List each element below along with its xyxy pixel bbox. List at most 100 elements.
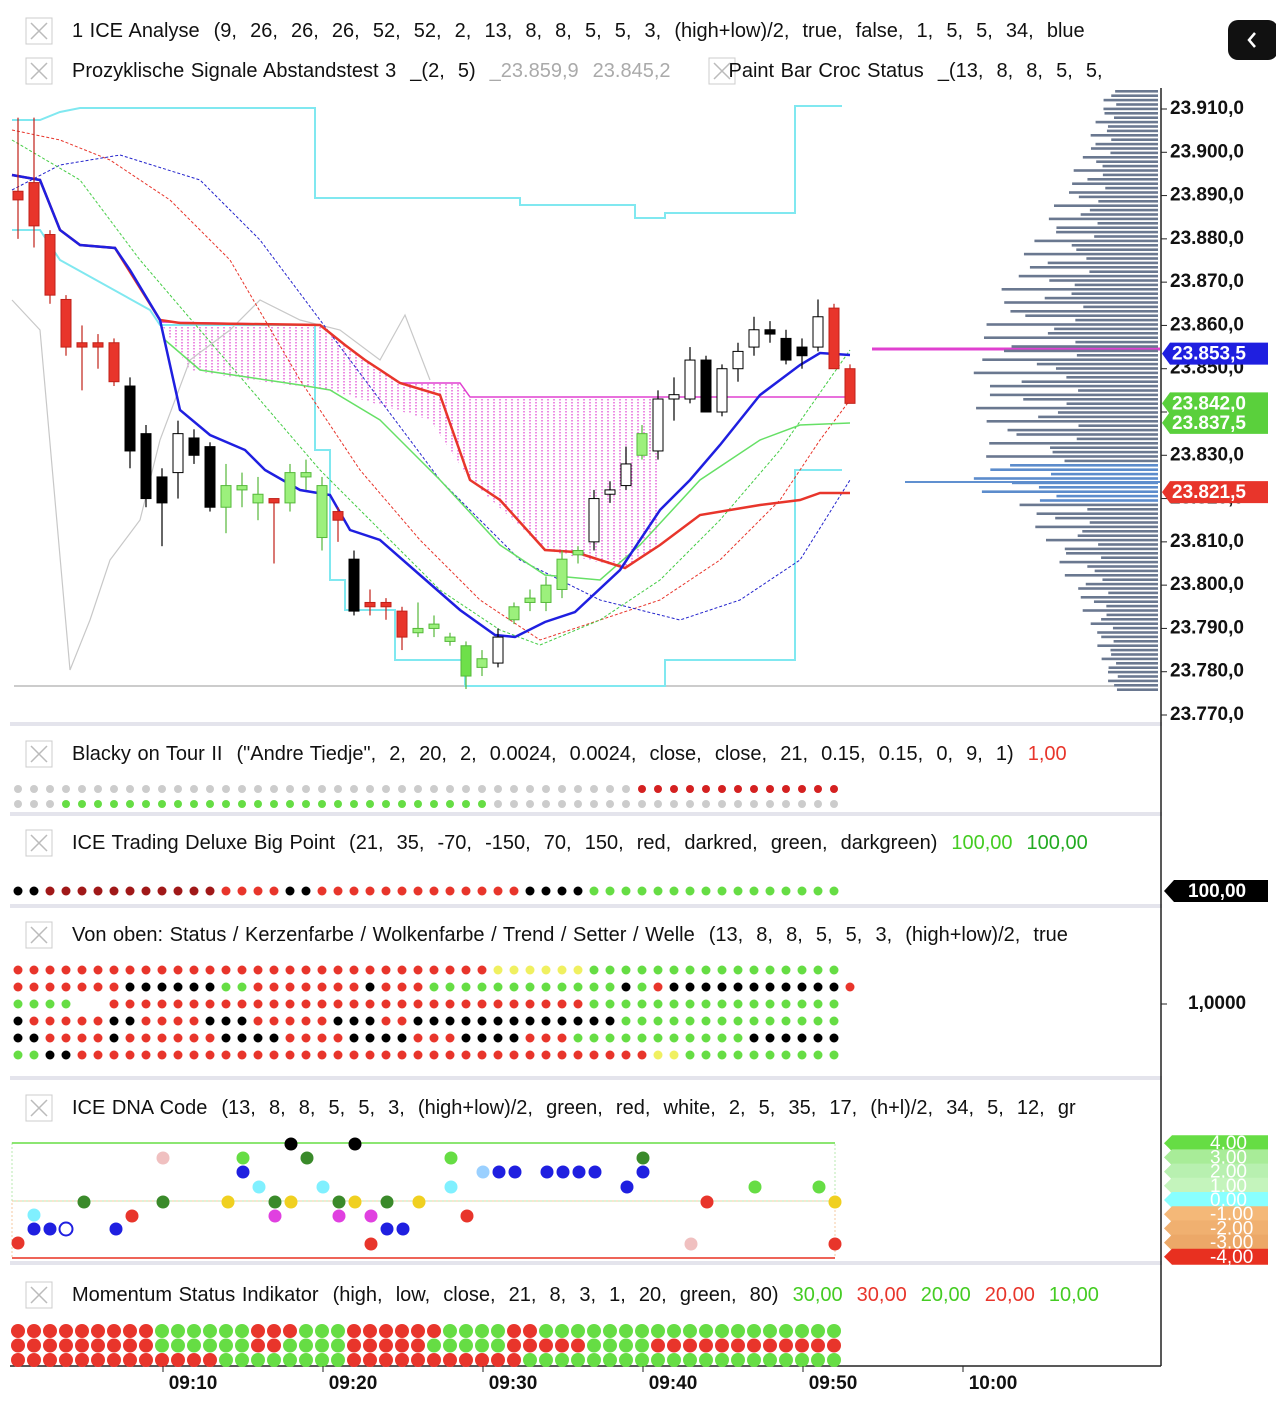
profile-bar (1047, 261, 1158, 265)
status-dot (717, 1050, 727, 1060)
dna-dot (348, 1137, 362, 1151)
profile-bar (1050, 446, 1158, 449)
status-dot (429, 1050, 439, 1060)
status-dot (110, 800, 118, 808)
status-dot (365, 1050, 375, 1060)
chevron-icon[interactable] (1247, 32, 1256, 48)
legend-line: 1 ICE Analyse (9, 26, 26, 26, 52, 52, 2, … (72, 18, 1160, 44)
profile-bar (1095, 120, 1158, 124)
status-dot (187, 1353, 201, 1367)
icon-cross[interactable] (713, 62, 731, 80)
status-dot (349, 965, 359, 975)
status-dot (189, 1033, 199, 1043)
close-icon[interactable] (25, 17, 53, 45)
status-dot (93, 886, 103, 896)
profile-bar (989, 393, 1158, 397)
candle-body (492, 636, 504, 664)
status-dot (61, 1050, 71, 1060)
status-dot (701, 982, 711, 992)
close-icon[interactable] (25, 1281, 53, 1309)
status-dot (750, 785, 758, 793)
status-dot (91, 1324, 105, 1338)
status-dot (123, 1353, 137, 1367)
status-dot (525, 999, 535, 1009)
profile-bar (1019, 503, 1158, 507)
status-dot (478, 800, 486, 808)
dna-dot (476, 1165, 490, 1179)
status-dot (27, 1338, 41, 1353)
status-dot (797, 1033, 807, 1043)
status-dot (11, 1353, 25, 1367)
profile-bar (1076, 354, 1158, 357)
status-dot (557, 1050, 567, 1060)
status-dot (685, 1016, 695, 1026)
profile-bar (1054, 327, 1158, 331)
status-dot (557, 999, 567, 1009)
status-dot (734, 800, 742, 808)
status-dot (638, 785, 646, 793)
close-icon[interactable] (25, 921, 53, 949)
y-tick-label: 23.870,0 (1170, 271, 1244, 292)
profile-bar (981, 490, 1158, 493)
icon-cross[interactable] (30, 62, 48, 80)
status-dot (653, 999, 663, 1009)
profile-bar (1098, 200, 1158, 203)
status-dot (141, 999, 151, 1009)
status-dot (573, 1033, 583, 1043)
icon-box[interactable] (708, 57, 736, 85)
close-icon[interactable] (25, 740, 53, 768)
status-dot (621, 886, 631, 896)
status-dot (509, 965, 519, 975)
status-dot (685, 1033, 695, 1043)
profile-bar (1103, 98, 1158, 102)
status-dot (557, 965, 567, 975)
status-dot (475, 1324, 489, 1338)
status-dot (749, 1050, 759, 1060)
close-icon[interactable] (25, 829, 53, 857)
profile-bar (1052, 450, 1158, 454)
collapse-button[interactable] (1228, 20, 1276, 60)
close-icon[interactable] (25, 1094, 53, 1122)
status-dot (59, 1353, 73, 1367)
close-icon[interactable] (708, 57, 736, 85)
candle-body (156, 476, 168, 504)
status-dot (301, 982, 311, 992)
profile-bar (1087, 508, 1158, 511)
candle-body (140, 433, 152, 500)
status-dot (299, 1353, 313, 1367)
status-dot (382, 785, 390, 793)
status-dot (845, 982, 855, 992)
status-dot (155, 1338, 169, 1353)
status-dot (157, 999, 167, 1009)
status-dot (733, 982, 743, 992)
status-dot (427, 1353, 441, 1367)
candle-body (396, 610, 408, 638)
status-dot (590, 800, 598, 808)
pane-value: 20,00 (920, 1284, 971, 1306)
button-bg[interactable] (1228, 20, 1276, 60)
status-dot (445, 982, 455, 992)
icon-cross[interactable] (30, 22, 48, 40)
icon-cross[interactable] (30, 1286, 48, 1304)
x-tick-label: 09:30 (489, 1373, 538, 1394)
icon-cross[interactable] (30, 926, 48, 944)
axis-tag-label: 4,00 (1210, 1133, 1247, 1154)
icon-cross[interactable] (30, 834, 48, 852)
status-dot (605, 982, 615, 992)
dna-dot (636, 1165, 650, 1179)
status-dot (462, 800, 470, 808)
status-dot (93, 1016, 103, 1026)
status-dot (397, 982, 407, 992)
status-dot (491, 1338, 505, 1353)
icon-cross[interactable] (30, 1099, 48, 1117)
status-dot (733, 965, 743, 975)
status-dot (603, 1353, 617, 1367)
status-dot (205, 982, 215, 992)
status-dot (683, 1324, 697, 1338)
close-icon[interactable] (25, 57, 53, 85)
status-dot (685, 999, 695, 1009)
y-tick-label: 23.830,0 (1170, 444, 1244, 465)
profile-bar (1072, 182, 1158, 185)
profile-bar (1110, 151, 1158, 155)
icon-cross[interactable] (30, 745, 48, 763)
